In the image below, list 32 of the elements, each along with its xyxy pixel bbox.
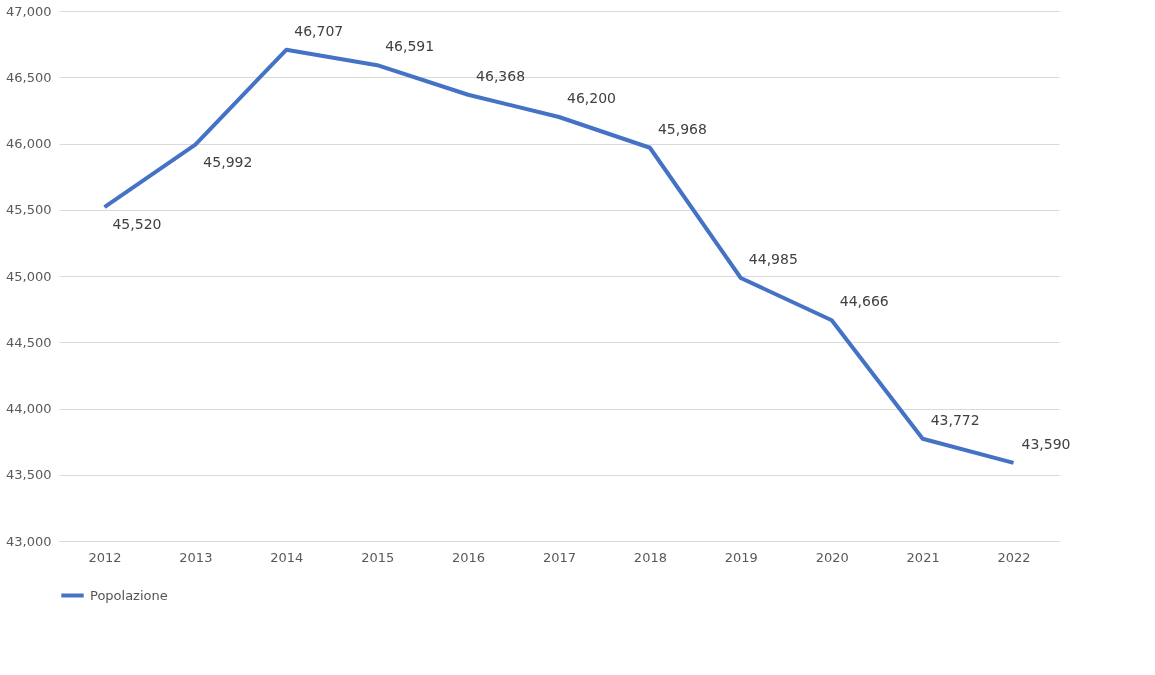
data-label: 46,368 <box>476 67 526 84</box>
x-tick-label: 2022 <box>997 549 1031 565</box>
x-tick-label: 2016 <box>452 549 486 565</box>
x-tick-label: 2018 <box>633 549 667 565</box>
data-label: 43,772 <box>930 411 980 428</box>
x-tick-label: 2015 <box>361 549 395 565</box>
data-label: 45,968 <box>657 120 707 137</box>
x-tick-label: 2014 <box>270 549 304 565</box>
data-label: 44,666 <box>839 293 889 310</box>
data-label: 46,200 <box>567 90 616 106</box>
y-tick-label: 46,500 <box>6 69 52 85</box>
y-tick-label: 43,000 <box>6 533 52 549</box>
x-tick-label: 2021 <box>906 549 940 565</box>
x-tick-label: 2019 <box>724 549 758 565</box>
y-tick-label: 45,000 <box>6 268 52 284</box>
data-label: 45,992 <box>203 153 253 170</box>
data-label: 43,590 <box>1021 435 1071 452</box>
y-tick-label: 45,500 <box>6 202 52 218</box>
legend-label: Popolazione <box>90 587 168 603</box>
x-tick-label: 2017 <box>542 549 577 565</box>
data-label: 44,985 <box>748 250 798 267</box>
y-tick-label: 44,500 <box>6 334 52 350</box>
data-label: 46,707 <box>294 22 344 39</box>
y-tick-label: 46,000 <box>6 136 52 151</box>
data-label: 45,520 <box>112 216 162 233</box>
data-label: 46,591 <box>385 38 435 55</box>
x-tick-label: 2012 <box>88 549 122 565</box>
y-tick-label: 47,000 <box>6 3 52 19</box>
x-tick-label: 2013 <box>179 549 213 565</box>
y-tick-label: 44,000 <box>6 401 52 416</box>
y-tick-label: 43,500 <box>6 467 52 483</box>
x-tick-label: 2020 <box>815 549 849 565</box>
